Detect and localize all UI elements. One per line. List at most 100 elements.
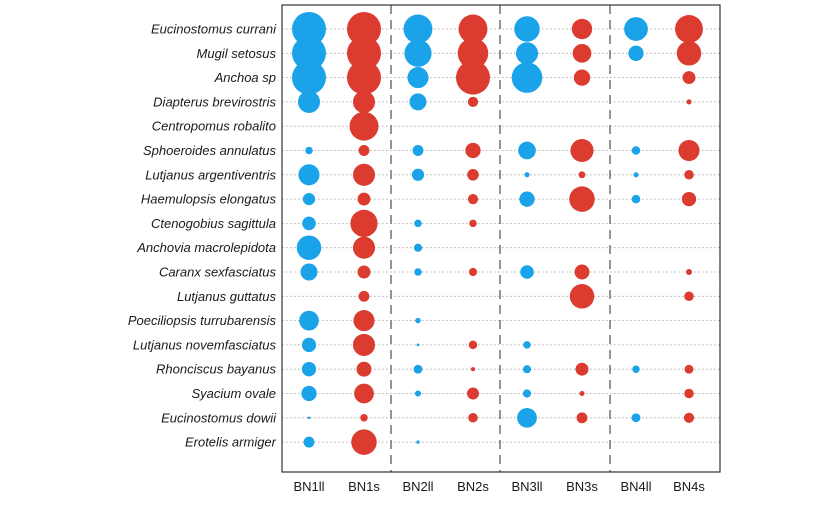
bubble-s <box>579 390 585 397</box>
bubble-ll <box>409 93 427 111</box>
column-label: BN4ll <box>620 479 651 494</box>
bubble-ll <box>301 385 317 402</box>
bubble-s <box>468 413 478 423</box>
bubble-s <box>468 340 478 350</box>
bubble-ll <box>303 436 315 448</box>
bubble-s <box>358 290 370 302</box>
bubble-ll <box>514 16 540 42</box>
bubble-s <box>676 41 702 66</box>
bubble-ll <box>517 407 537 428</box>
bubble-s <box>468 267 478 277</box>
column-label: BN1s <box>348 479 380 494</box>
bubble-s <box>467 387 479 400</box>
bubble-s <box>349 111 379 141</box>
bubble-ll <box>511 62 543 93</box>
bubble-s <box>569 186 595 212</box>
bubble-s <box>467 194 479 205</box>
bubble-s <box>353 310 375 332</box>
bubble-ll <box>305 146 313 155</box>
bubble-s <box>352 236 376 259</box>
bubble-ll <box>292 36 326 71</box>
species-label: Eucinostomus currani <box>151 22 277 37</box>
column-label: BN2ll <box>402 479 433 494</box>
bubble-s <box>578 171 586 179</box>
bubble-ll <box>416 343 420 347</box>
bubble-ll <box>414 390 422 397</box>
species-label: Ctenogobius sagittula <box>151 216 276 231</box>
bubble-ll <box>299 310 319 331</box>
bubble-ll <box>411 168 425 181</box>
species-label: Lutjanus argentiventris <box>145 167 276 182</box>
bubble-ll <box>416 440 420 444</box>
species-label: Caranx sexfasciatus <box>159 265 277 280</box>
bubble-ll <box>292 60 326 95</box>
bubble-ll <box>631 146 641 155</box>
bubble-ll <box>518 141 536 160</box>
species-label: Poeciliopsis turrubarensis <box>128 313 277 328</box>
bubble-s <box>347 12 381 46</box>
bubble-ll <box>632 365 640 373</box>
bubble-ll <box>519 191 535 207</box>
bubble-s <box>467 96 479 107</box>
bubble-s <box>571 18 593 40</box>
species-label: Erotelis armiger <box>185 435 277 450</box>
bubble-s <box>360 414 368 422</box>
bubble-s <box>356 361 372 377</box>
species-label: Syacium ovale <box>191 386 276 401</box>
bubble-ll <box>415 317 421 324</box>
bubble-ll <box>307 416 311 420</box>
bubble-s <box>456 60 490 95</box>
bubble-s <box>470 367 476 372</box>
bubble-ll <box>297 90 321 113</box>
bubble-s <box>570 138 594 163</box>
bubble-s <box>682 71 696 85</box>
bubble-s <box>684 170 694 180</box>
column-label: BN4s <box>673 479 705 494</box>
bubble-s <box>469 219 477 228</box>
bubble-s <box>354 383 374 404</box>
species-label: Rhonciscus bayanus <box>156 362 276 377</box>
species-label: Eucinostomus dowii <box>161 410 277 425</box>
bubble-s <box>684 364 694 374</box>
bubble-ll <box>298 164 320 186</box>
bubble-ll <box>520 265 534 279</box>
bubble-s <box>457 38 489 69</box>
bubble-ll <box>628 45 644 61</box>
bubble-ll <box>413 364 423 374</box>
bubble-ll <box>524 172 530 178</box>
bubble-ll <box>301 362 317 377</box>
bubble-s <box>681 191 697 207</box>
species-label: Haemulopsis elongatus <box>141 192 277 207</box>
bubble-s <box>576 412 588 424</box>
species-label: Lutjanus novemfasciatus <box>133 337 277 352</box>
bubble-s <box>357 265 371 279</box>
species-label: Anchovia macrolepidota <box>136 240 276 255</box>
bubble-ll <box>631 413 641 423</box>
species-label: Diapterus brevirostris <box>153 94 276 109</box>
plot-frame <box>281 4 721 473</box>
column-label: BN2s <box>457 479 489 494</box>
bubble-ll <box>413 243 423 252</box>
column-label: BN3ll <box>511 479 542 494</box>
bubble-s <box>678 139 700 162</box>
bubble-ll <box>403 14 433 44</box>
bubble-ll <box>624 17 648 41</box>
bubble-s <box>352 90 376 113</box>
bubble-s <box>350 209 378 237</box>
bubble-ll <box>407 67 429 89</box>
bubble-ll <box>522 365 532 374</box>
species-label: Lutjanus guttatus <box>177 289 277 304</box>
bubble-s <box>347 36 381 71</box>
species-label: Sphoeroides annulatus <box>143 143 276 158</box>
species-labels: Eucinostomus currani Mugil setosus Anchoa … <box>128 22 277 450</box>
bubble-ll <box>414 219 422 228</box>
bubble-ll <box>515 42 539 65</box>
bubbles <box>292 12 703 455</box>
species-label: Centropomus robalito <box>152 119 276 134</box>
bubble-ll <box>301 337 317 353</box>
bubble-s <box>352 163 376 186</box>
bubble-s <box>685 268 693 276</box>
bubble-s <box>352 333 376 356</box>
bubble-ll <box>631 194 641 204</box>
